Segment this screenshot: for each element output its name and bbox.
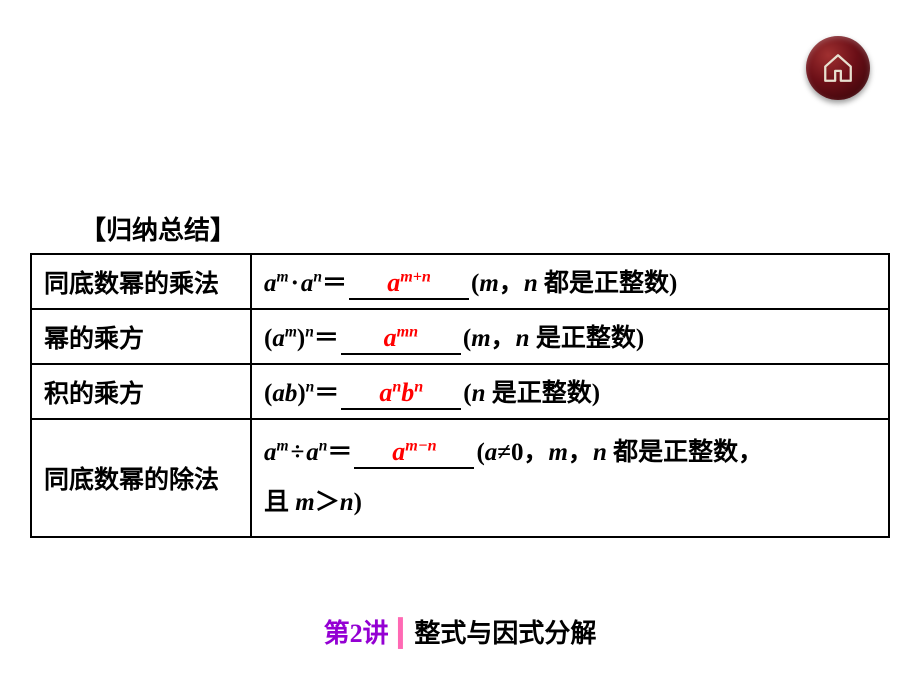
answer-blank: amn — [341, 325, 461, 355]
condition: (a≠0，m，n 都是正整数， — [476, 439, 763, 466]
table-row: 同底数幂的除法 am÷an＝am−n(a≠0，m，n 都是正整数， 且 m＞n) — [31, 419, 889, 537]
condition: (m，n 是正整数) — [463, 325, 644, 352]
lecture-number: 第2讲 — [324, 619, 389, 648]
footer-separator: ┃ — [393, 619, 409, 648]
condition-line2: 且 m＞n) — [264, 489, 362, 516]
rule-label: 同底数幂的乘法 — [31, 254, 251, 309]
answer-blank: anbn — [341, 380, 461, 410]
table-row: 幂的乘方 (am)n＝amn(m，n 是正整数) — [31, 309, 889, 364]
content-area: 【归纳总结】 同底数幂的乘法 am·an＝am+n(m，n 都是正整数) 幂的乘… — [30, 210, 890, 538]
page-footer: 第2讲┃整式与因式分解 — [0, 613, 920, 650]
answer-blank: am+n — [349, 270, 469, 300]
rule-formula: (am)n＝amn(m，n 是正整数) — [251, 309, 889, 364]
table-row: 同底数幂的乘法 am·an＝am+n(m，n 都是正整数) — [31, 254, 889, 309]
rule-formula: (ab)n＝anbn(n 是正整数) — [251, 364, 889, 419]
condition: (n 是正整数) — [463, 380, 600, 407]
table-row: 积的乘方 (ab)n＝anbn(n 是正整数) — [31, 364, 889, 419]
lhs: (am)n＝ — [264, 325, 339, 352]
home-icon — [821, 51, 855, 85]
rule-label: 积的乘方 — [31, 364, 251, 419]
condition: (m，n 都是正整数) — [471, 270, 677, 297]
lhs: am÷an＝ — [264, 439, 352, 466]
rule-label: 幂的乘方 — [31, 309, 251, 364]
lecture-title: 整式与因式分解 — [414, 619, 596, 648]
rule-label: 同底数幂的除法 — [31, 419, 251, 537]
lhs: am·an＝ — [264, 270, 347, 297]
lhs: (ab)n＝ — [264, 380, 339, 407]
answer-blank: am−n — [354, 439, 474, 469]
rules-table: 同底数幂的乘法 am·an＝am+n(m，n 都是正整数) 幂的乘方 (am)n… — [30, 253, 890, 538]
home-button[interactable] — [806, 36, 870, 100]
section-title: 【归纳总结】 — [30, 210, 890, 247]
rule-formula: am·an＝am+n(m，n 都是正整数) — [251, 254, 889, 309]
rule-formula: am÷an＝am−n(a≠0，m，n 都是正整数， 且 m＞n) — [251, 419, 889, 537]
